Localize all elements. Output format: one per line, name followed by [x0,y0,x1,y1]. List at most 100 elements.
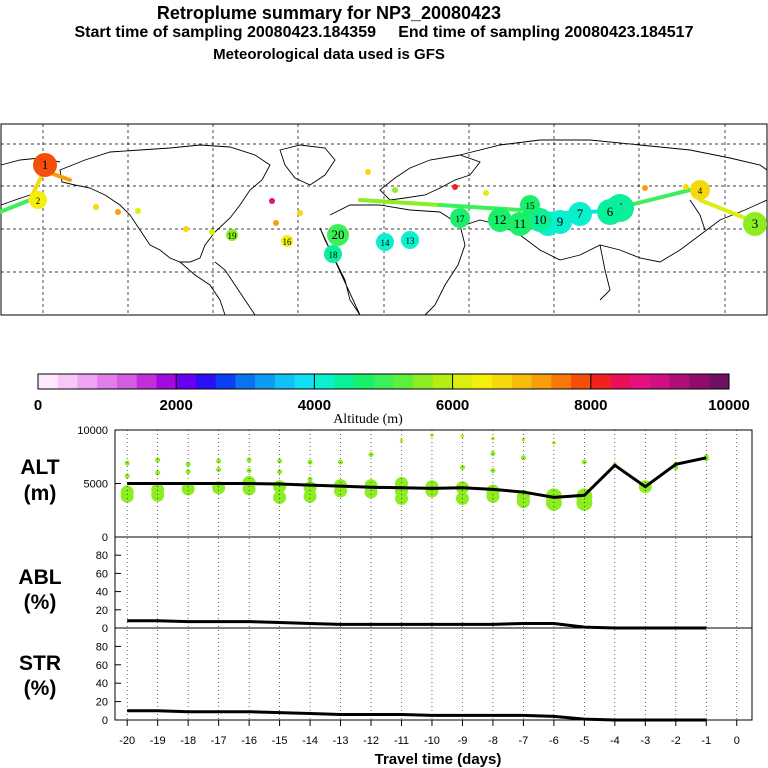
alt-y-ticks: 10000 5000 0 [77,425,121,544]
colorbar-box [650,374,671,389]
x-tick-label: -8 [488,735,498,747]
plume-centroid [548,210,572,234]
plume-day-label: 19 [228,231,238,241]
y-tick-label: 80 [96,550,108,562]
plume-dot [269,198,275,204]
colorbar-box [77,374,98,389]
plume-day-label: 6 [607,204,614,219]
abl-line [127,619,707,630]
x-tick-label: -17 [211,735,227,747]
altitude-colorbar: 0 2000 4000 6000 8000 10000 Altitude (m) [34,373,750,427]
alt-scatter-point [521,437,526,442]
plume-day-label: 12 [494,212,507,227]
y-tick-label: 60 [96,660,108,672]
x-tick-label: -15 [272,735,288,747]
colorbar-box [274,374,295,389]
colorbar-box [235,374,256,389]
x-tick-label: -6 [549,735,559,747]
x-tick-label: -2 [671,735,681,747]
alt-scatter-point [364,485,378,499]
abl-label: ABL [18,566,61,589]
colorbar-box [571,374,592,389]
plume-dot [273,220,279,226]
x-tick-label: -3 [640,735,650,747]
alt-scatter-point [459,464,465,470]
colorbar-title: Altitude (m) [333,412,403,427]
alt-scatter-point [460,434,465,439]
alt-scatter-point [185,461,191,467]
colorbar-box [531,374,552,389]
x-grid [126,430,738,720]
colorbar-box [116,374,138,389]
plume-day-label: 10 [534,212,547,227]
plume-centroid [281,235,293,247]
plume-dot [135,208,141,214]
colorbar-tick-labels: 0 2000 4000 6000 8000 10000 [34,374,750,414]
colorbar-box [38,374,59,389]
x-axis-ticks: -20 -19 -18 -17 -16 -15 -14 -13 -12 -11 -10 -9 -8 -7-… [119,720,740,747]
plume-day-label: 13 [406,236,416,246]
alt-scatter-point [277,458,283,464]
plume-centroid [520,195,540,215]
alt-scatter-point [486,489,500,503]
plume-centroid [401,231,419,249]
colorbar-box [156,374,177,389]
colorbar-box [255,374,276,389]
plume-dot [452,184,458,190]
colorbar-boxes [38,374,730,389]
colorbar-box [452,374,473,389]
alt-scatter-point [277,469,283,475]
plume-day-label: 1 [42,157,49,172]
x-tick-label: -12 [363,735,379,747]
colorbar-box [294,374,315,389]
alt-scatter-point [246,457,252,463]
colorbar-tick-label: 0 [34,397,42,414]
plume-centroids: 1234567891011121314151617181920 [29,153,767,263]
colorbar-box [195,374,216,389]
x-tick-label: -5 [579,735,589,747]
alt-scatter-point [430,433,434,438]
alt-scatter-point [155,457,161,463]
colorbar-box [314,374,335,389]
colorbar-tick-label: 4000 [298,397,331,414]
x-tick-label: -16 [241,735,257,747]
x-tick-label: -19 [150,735,166,747]
alt-unit: (m) [24,482,57,505]
x-axis-label: Travel time (days) [375,751,502,768]
plume-centroid [327,224,349,246]
alt-scatter-point [120,489,134,503]
plume-centroid [29,191,47,209]
plume-centroid [376,233,394,251]
plume-centroid [568,202,592,226]
plume-day-label: 14 [381,238,391,248]
x-tick-label: -11 [394,735,409,747]
plume-day-label: 16 [283,237,293,247]
y-tick-label: 40 [96,587,108,599]
alt-scatter-point [490,451,496,457]
alt-scatter-point [520,455,526,461]
colorbar-tick-label: 10000 [708,397,750,414]
plume-dot [183,226,189,232]
colorbar-tick-label: 6000 [436,397,469,414]
plume-centroid [690,180,710,200]
y-tick-label: 20 [96,697,108,709]
colorbar-box [511,374,532,389]
alt-scatter-point [399,438,404,443]
x-tick-label: 0 [734,735,740,747]
colorbar-box [334,374,355,389]
plume-dot [683,184,689,190]
alt-scatter-point [516,495,530,509]
plume-day-label: 18 [329,250,339,260]
abl-panel: ABL (%) 80 60 40 20 0 [18,536,753,635]
x-tick-label: -20 [119,735,135,747]
colorbar-box [551,374,572,389]
plume-centroid [450,208,470,228]
plume-day-label: 2 [36,196,41,206]
plume-dot [297,210,303,216]
colorbar-box [373,374,394,389]
abl-y-ticks: 80 60 40 20 0 [96,550,121,635]
alt-scatter-point [181,482,195,496]
x-tick-label: -1 [701,735,711,747]
y-tick-label: 20 [96,605,108,617]
alt-scatter-point [273,490,287,504]
